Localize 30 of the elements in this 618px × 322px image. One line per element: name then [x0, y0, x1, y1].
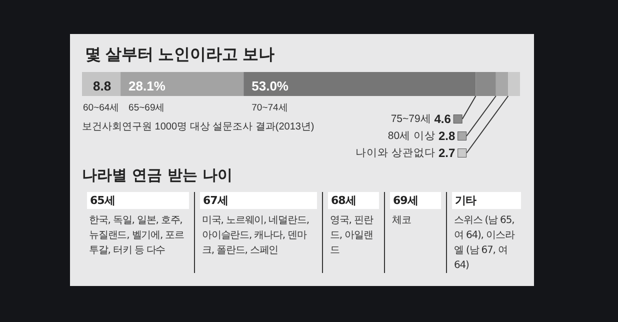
text: 영국, 핀란드, 아일랜드	[329, 214, 374, 258]
bar	[120, 72, 244, 96]
text: 기타	[452, 192, 521, 209]
text: 한국, 독일, 일본, 호주, 뉴질랜드, 벨기에, 포르투갈, 터키 등 다수	[88, 214, 185, 258]
bar	[496, 72, 508, 96]
bar	[244, 72, 476, 96]
chart-title: 몇 살부터 노인이라고 보나	[85, 46, 274, 64]
data-label: 8.8	[93, 78, 112, 94]
legend-label: 75~79세	[390, 113, 434, 125]
text: 67세	[200, 192, 317, 209]
text: 65세	[87, 192, 189, 209]
text: 스위스 (남 65, 여 64), 이스라엘 (남 67, 여 64)	[453, 214, 516, 273]
bar	[476, 72, 496, 96]
text: 미국, 노르웨이, 네덜란드, 아이슬란드, 캐나다, 덴마크, 폴란드, 스페인	[201, 214, 310, 258]
data-label: 2.7	[438, 146, 456, 160]
data-label: 4.6	[434, 112, 452, 126]
series-label: 60~64세	[83, 102, 120, 114]
text: 68세	[328, 192, 379, 209]
text: 나라별 연금 받는 나이	[82, 165, 234, 186]
series-label: 70~74세	[252, 102, 288, 114]
legend-label: 80세 이상	[388, 130, 438, 142]
bar	[508, 72, 520, 96]
legend-label: 나이와 상관없다	[356, 147, 438, 159]
series-label: 65~69세	[128, 102, 166, 114]
data-label: 53.0%	[252, 78, 289, 94]
text: 69세	[390, 192, 441, 209]
text: 체코	[391, 214, 412, 228]
data-label: 28.1%	[128, 78, 166, 94]
data-label: 2.8	[438, 129, 456, 143]
text: 보건사회연구원 1000명 대상 설문조사 결과(2013년)	[82, 122, 314, 132]
